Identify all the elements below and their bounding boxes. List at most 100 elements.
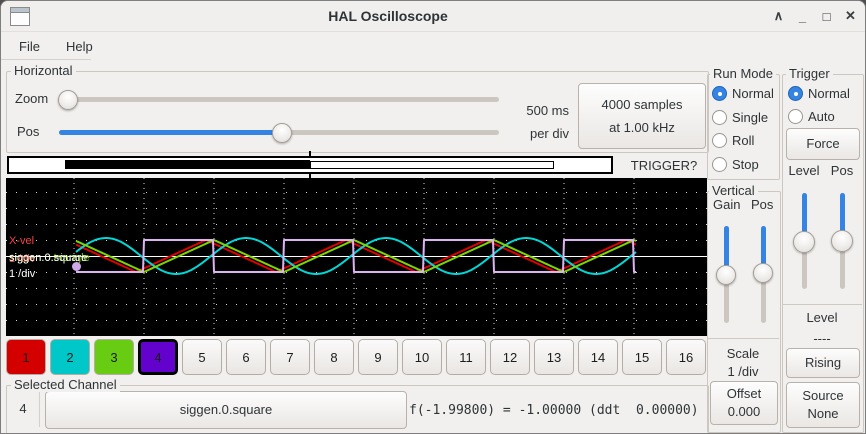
run-mode-options-single[interactable]: Single: [712, 109, 769, 125]
record-view-window: [310, 161, 554, 169]
zoom-slider-handle[interactable]: [58, 90, 78, 110]
force-button-label: Force: [806, 136, 840, 151]
trigger-level-caption: Level: [806, 310, 838, 325]
vertical-frame-label: Vertical: [709, 184, 758, 198]
trigger-hint-label: TRIGGER?: [630, 158, 698, 173]
channel-button-4[interactable]: 4: [138, 339, 178, 375]
trigger-pos-slider-handle[interactable]: [831, 230, 853, 252]
trigger-pos-slider-fill: [840, 193, 845, 241]
vertical-pos-slider-fill: [761, 226, 766, 268]
selected-channel-marker: [72, 262, 81, 271]
trigger-level-slider-handle[interactable]: [793, 231, 815, 253]
radio-auto[interactable]: [788, 109, 803, 124]
radio-normal[interactable]: [712, 86, 727, 101]
trigger-divider: [782, 304, 862, 305]
radio-stop[interactable]: [712, 157, 727, 173]
channel-button-16[interactable]: 16: [666, 339, 706, 375]
gain-slider-handle[interactable]: [716, 265, 736, 285]
pos-slider-handle[interactable]: [272, 123, 292, 143]
radio-label-single: Single: [732, 109, 769, 125]
channel-button-2[interactable]: 2: [50, 339, 90, 375]
channel-button-11[interactable]: 11: [446, 339, 486, 375]
trigger-edge-label: Rising: [804, 355, 842, 370]
radio-normal[interactable]: [788, 86, 803, 101]
channel-source-button[interactable]: siggen.0.square: [45, 391, 407, 429]
offset-value: 0.000: [727, 404, 761, 419]
trigger-edge-button[interactable]: Rising: [786, 348, 860, 378]
run-mode-options-stop[interactable]: Stop: [712, 157, 759, 173]
channel-button-15[interactable]: 15: [622, 339, 662, 375]
radio-label-normal: Normal: [732, 86, 774, 101]
radio-label-roll: Roll: [732, 133, 755, 149]
scale-value: 1 /div: [727, 364, 759, 379]
trigger-source-button[interactable]: Source None: [786, 382, 860, 428]
radio-single[interactable]: [712, 109, 727, 125]
channel-button-8[interactable]: 8: [314, 339, 354, 375]
scope-label-0: X-vel: [9, 235, 35, 247]
run-mode-options-roll[interactable]: Roll: [712, 133, 755, 149]
menubar-underline: [1, 59, 91, 60]
channel-button-9[interactable]: 9: [358, 339, 398, 375]
channel-button-1[interactable]: 1: [6, 339, 46, 375]
trigger-mode-options-normal[interactable]: Normal: [788, 86, 850, 101]
vertical-pos-label: Pos: [751, 197, 774, 212]
window-controls: ∧ _ □ ✕: [770, 1, 859, 31]
pos-label: Pos: [17, 124, 40, 139]
radio-label-normal: Normal: [808, 86, 850, 101]
record-position-bar: [7, 156, 613, 174]
selected-channel-frame: [6, 385, 709, 433]
shade-icon[interactable]: ∧: [773, 8, 784, 23]
app-window-icon: [10, 7, 30, 26]
vertical-pos-slider-handle[interactable]: [753, 263, 773, 283]
gain-slider-fill: [724, 226, 729, 270]
menu-item-file[interactable]: File: [19, 38, 40, 54]
force-button[interactable]: Force: [786, 128, 860, 160]
run-mode-options-normal[interactable]: Normal: [712, 86, 774, 101]
scale-caption: Scale: [726, 346, 760, 361]
time-per-div-units: per div: [529, 126, 569, 141]
channel-button-3[interactable]: 3: [94, 339, 134, 375]
channel-button-5[interactable]: 5: [182, 339, 222, 375]
channel-buttons: 1 2 3 4 5 6 7 8 9 10 11 12 13 14 15 16: [6, 339, 712, 375]
menubar: File Help: [1, 32, 865, 60]
radio-label-stop: Stop: [732, 157, 759, 173]
selected-channel-separator: [39, 391, 40, 427]
time-per-div-value: 500 ms: [526, 103, 569, 118]
channel-button-12[interactable]: 12: [490, 339, 530, 375]
trigger-level-value: ----: [813, 331, 831, 346]
trigger-level-slider-fill: [802, 193, 807, 242]
trigger-source-caption: Source: [802, 388, 844, 403]
close-icon[interactable]: ✕: [845, 8, 856, 23]
scope-label-1: 1 /div: [9, 253, 36, 265]
radio-roll[interactable]: [712, 133, 727, 149]
channel-source-name: siggen.0.square: [179, 402, 273, 417]
menu-item-help[interactable]: Help: [65, 38, 93, 54]
channel-button-10[interactable]: 10: [402, 339, 442, 375]
run-mode-frame-label: Run Mode: [710, 67, 776, 81]
channel-button-6[interactable]: 6: [226, 339, 266, 375]
trigger-mode-options-auto[interactable]: Auto: [788, 109, 835, 124]
minimize-icon[interactable]: _: [798, 8, 807, 24]
channel-value-readout: f(-1.99800) = -1.00000 (ddt 0.00000): [409, 403, 699, 418]
maximize-icon[interactable]: □: [822, 8, 831, 24]
offset-caption: Offset: [726, 386, 762, 401]
channel-button-13[interactable]: 13: [534, 339, 574, 375]
scope-display: X-vel 1 /div siggen.0.triangle siggen.0.squ…: [6, 178, 707, 336]
record-acquired-bar: [65, 160, 310, 169]
channel-button-7[interactable]: 7: [270, 339, 310, 375]
zoom-slider[interactable]: [59, 97, 499, 102]
scope-label-4: 1 /div: [9, 268, 36, 280]
offset-button[interactable]: Offset 0.000: [710, 381, 778, 425]
trigger-frame-label: Trigger: [786, 67, 833, 81]
record-settings-button[interactable]: 4000 samples at 1.00 kHz: [578, 83, 706, 149]
selected-channel-frame-label: Selected Channel: [11, 378, 120, 392]
time-per-div-readout: 500 ms per div: [501, 99, 569, 145]
trigger-source-value: None: [807, 406, 839, 421]
titlebar: HAL Oscilloscope ∧ _ □ ✕: [1, 1, 865, 32]
zoom-label: Zoom: [15, 91, 49, 106]
channel-button-14[interactable]: 14: [578, 339, 618, 375]
vertical-divider: [707, 338, 779, 339]
samples-line2: at 1.00 kHz: [609, 120, 675, 135]
window-title: HAL Oscilloscope: [328, 8, 448, 24]
